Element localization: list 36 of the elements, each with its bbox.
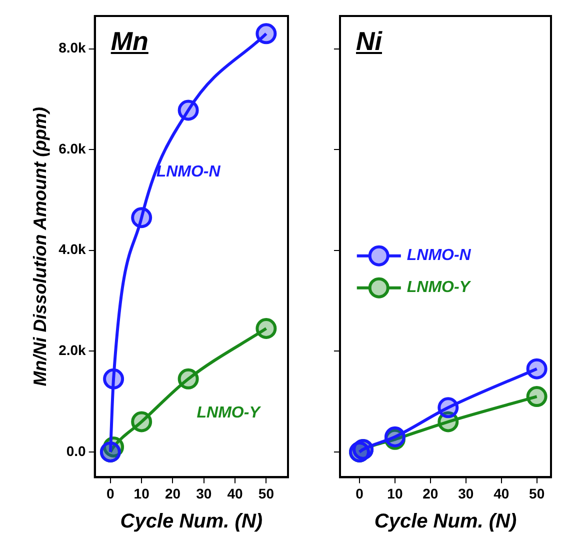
x-tick-label: 40	[494, 485, 510, 502]
point	[178, 100, 199, 121]
x-tick-label: 30	[458, 485, 474, 502]
x-tick-label: 30	[196, 485, 212, 502]
y-tick-label: 6.0k	[58, 140, 86, 156]
legend-label: LNMO-N	[406, 247, 472, 264]
series-label: LNMO-N	[156, 164, 221, 181]
y-tick-label: 0.0	[66, 442, 86, 459]
point	[256, 23, 277, 44]
chart-title: Mn	[110, 26, 148, 58]
x-tick-label: 20	[422, 485, 438, 502]
y-tick-label: 4.0k	[58, 241, 86, 258]
chart-title: Ni	[356, 26, 382, 58]
point	[131, 411, 152, 432]
y-axis-title: Mn/Ni Dissolution Amount (ppm)	[30, 106, 50, 386]
y-tick-label: 8.0k	[58, 40, 86, 56]
x-axis-title: Cycle Num. (N)	[374, 510, 517, 533]
series-label: LNMO-Y	[196, 404, 262, 422]
point	[526, 358, 548, 380]
point	[178, 368, 199, 390]
x-tick-label: 10	[387, 485, 403, 502]
x-axis-title: Cycle Num. (N)	[120, 510, 263, 533]
x-tick-label: 50	[529, 485, 545, 502]
x-tick-label: 40	[227, 485, 244, 502]
legend-label: LNMO-Y	[406, 279, 472, 296]
point	[103, 368, 124, 390]
point	[131, 207, 152, 228]
x-tick-label: 50	[258, 485, 274, 502]
x-tick-label: 0	[356, 485, 364, 502]
point	[256, 318, 277, 340]
point	[438, 397, 459, 418]
point	[526, 386, 548, 408]
x-tick-label: 0	[106, 485, 115, 502]
x-tick-label: 10	[134, 485, 150, 502]
x-tick-label: 20	[164, 485, 181, 502]
y-tick-label: 2.0k	[58, 342, 86, 358]
